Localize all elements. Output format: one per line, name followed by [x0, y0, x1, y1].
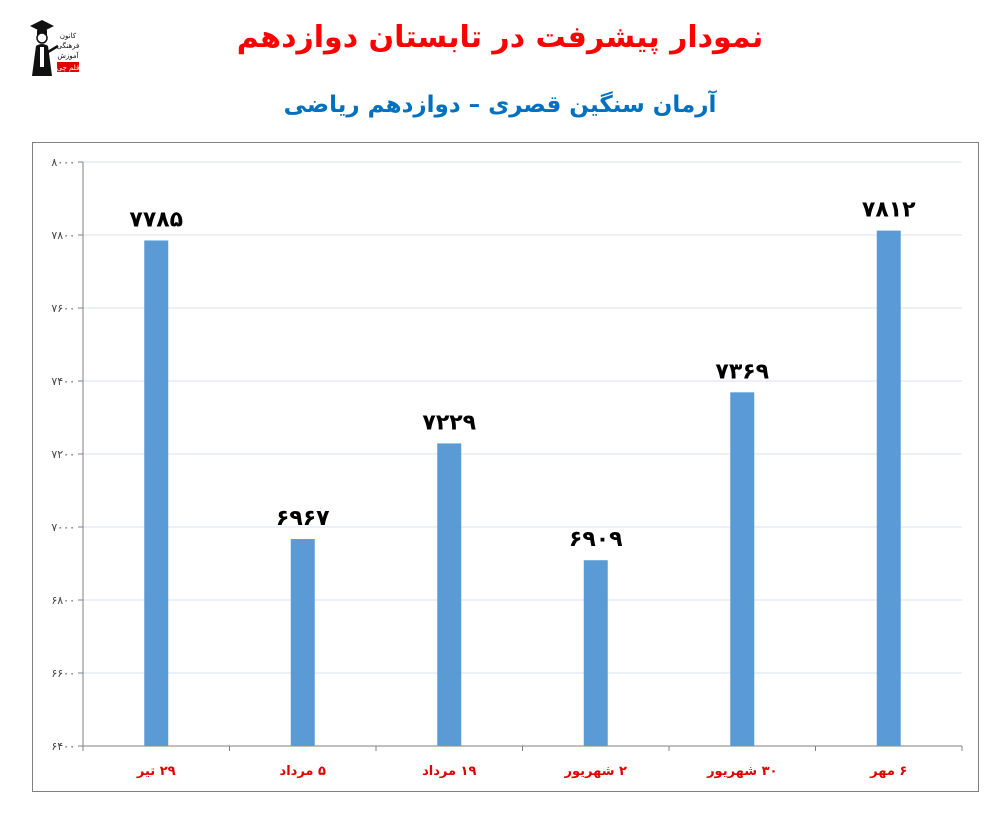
- x-category-label: ۲ شهریور: [564, 764, 628, 779]
- bar: [437, 443, 462, 746]
- data-label: ۶۹۶۷: [276, 506, 330, 531]
- y-tick-label: ۷۸۰۰: [51, 229, 75, 242]
- bar: [876, 230, 901, 746]
- brand-logo: کانون فرهنگی آموزش قلم چی: [30, 20, 80, 76]
- data-label: ۷۸۱۲: [862, 198, 916, 223]
- data-label: ۶۹۰۹: [569, 527, 623, 552]
- data-label: ۷۷۸۵: [129, 207, 183, 232]
- chart-area: ۶۴۰۰ ۶۶۰۰ ۶۸۰۰ ۷۰۰۰ ۷۲۰۰ ۷۴۰۰ ۷۶۰۰ ۷۸۰۰ ۸۰۰۰ ۷۷۸۵…: [32, 142, 979, 792]
- y-tick-label: ۷۶۰۰: [51, 302, 75, 315]
- bar: [290, 539, 315, 746]
- bar: [583, 560, 608, 746]
- bar-chart: ۶۴۰۰ ۶۶۰۰ ۶۸۰۰ ۷۰۰۰ ۷۲۰۰ ۷۴۰۰ ۷۶۰۰ ۷۸۰۰ ۸۰۰۰ ۷۷۸۵…: [51, 156, 963, 779]
- chart-subtitle: آرمان سنگین قصری – دوازدهم ریاضی: [283, 92, 717, 118]
- y-tick-label: ۶۴۰۰: [51, 740, 75, 753]
- logo-text-line: قلم چی: [57, 64, 80, 72]
- data-label: ۷۳۶۹: [715, 359, 769, 384]
- x-category-label: ۵ مرداد: [280, 764, 326, 779]
- bar: [144, 240, 169, 746]
- y-tick-label: ۶۸۰۰: [51, 594, 75, 607]
- chart-title: نمودار پیشرفت در تابستان دوازدهم: [236, 20, 764, 55]
- graduate-mascot-icon: [30, 20, 59, 76]
- x-category-label: ۱۹ مرداد: [422, 764, 476, 779]
- y-tick-label: ۶۶۰۰: [51, 667, 75, 680]
- y-tick-label: ۷۴۰۰: [51, 375, 75, 388]
- logo-text-line: فرهنگی: [57, 41, 80, 50]
- logo-text-line: آموزش: [57, 51, 79, 60]
- y-tick-label: ۷۰۰۰: [51, 521, 75, 534]
- logo-text-line: کانون: [60, 32, 77, 40]
- bar: [730, 392, 755, 746]
- data-label: ۷۲۲۹: [422, 410, 476, 435]
- x-category-label: ۶ مهر: [869, 764, 907, 779]
- logo-red-band: [57, 62, 79, 72]
- y-tick-label: ۸۰۰۰: [51, 156, 75, 169]
- y-tick-label: ۷۲۰۰: [51, 448, 75, 461]
- x-category-label: ۲۹ تیر: [136, 764, 176, 779]
- x-category-label: ۳۰ شهریور: [706, 764, 777, 779]
